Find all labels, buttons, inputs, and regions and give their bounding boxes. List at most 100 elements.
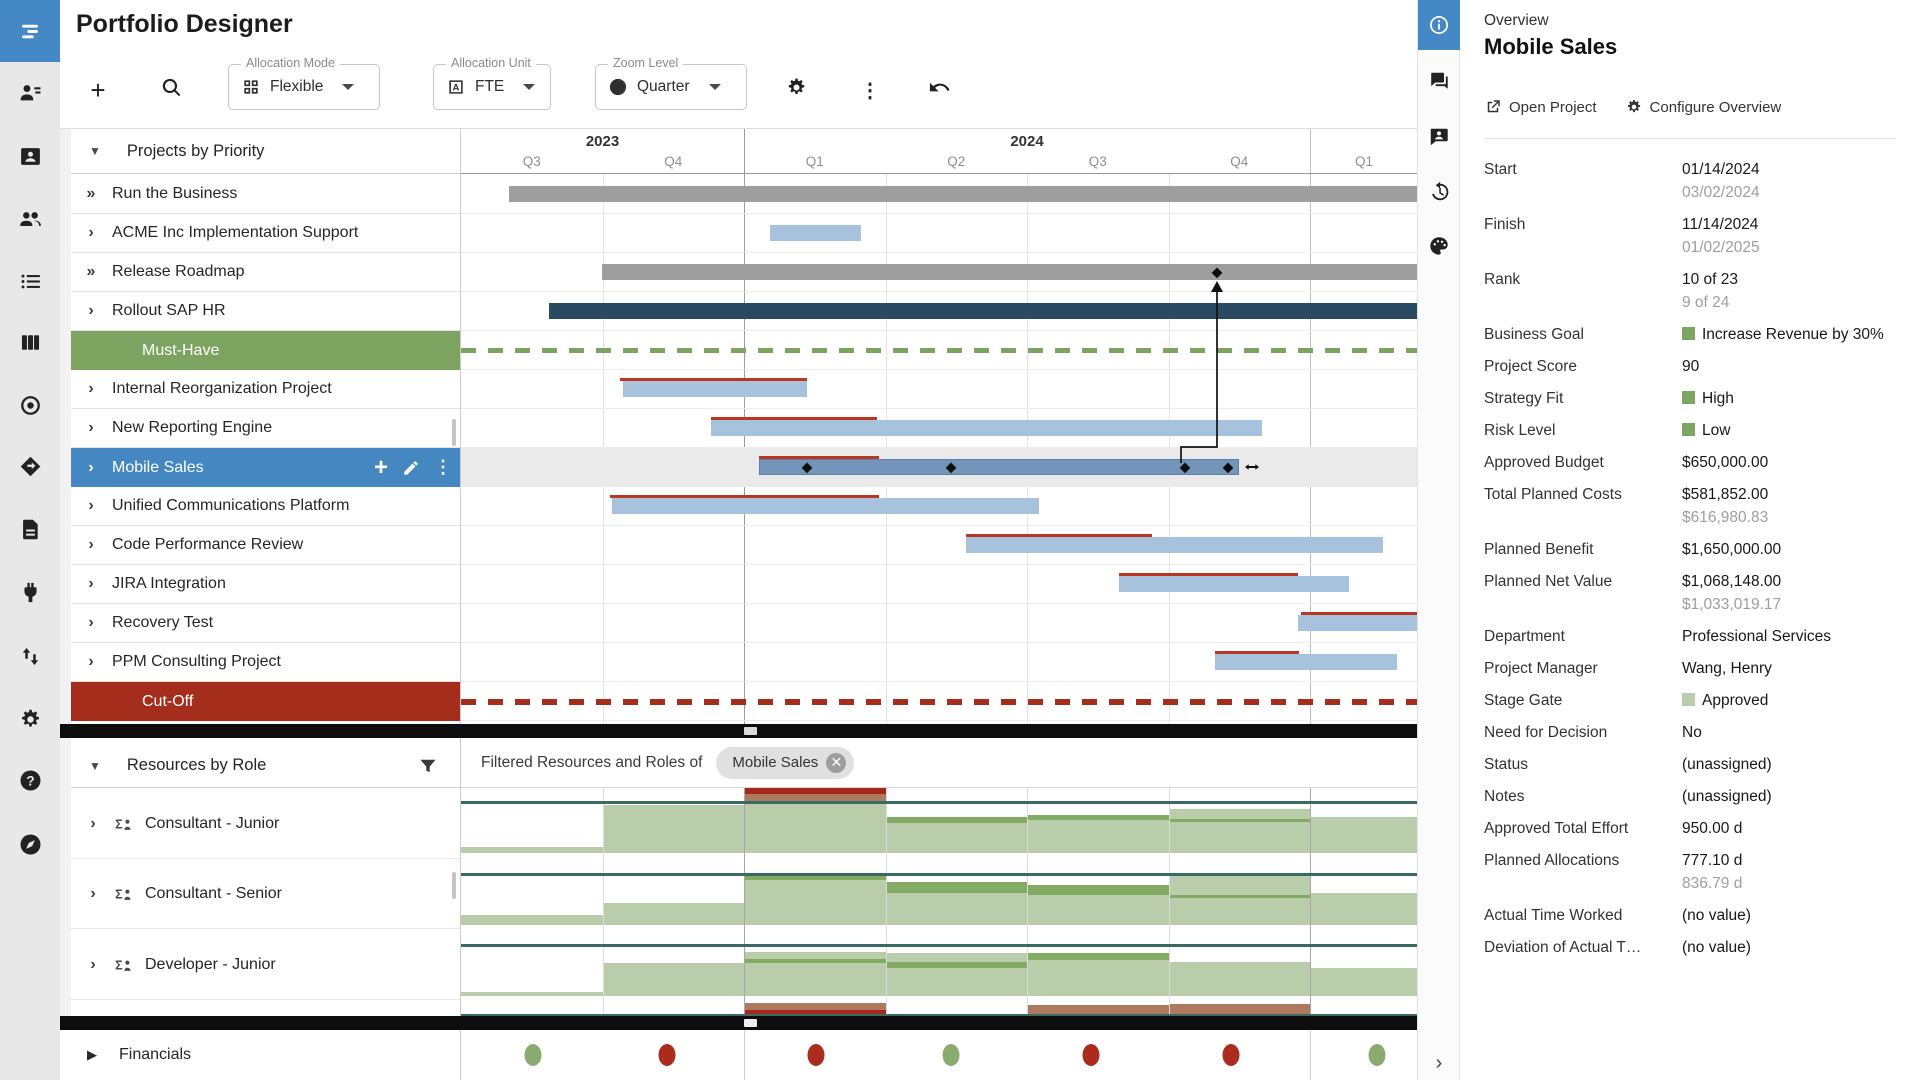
gantt-bar[interactable] (612, 498, 1039, 514)
allocation-segment[interactable] (1310, 968, 1417, 996)
project-row-jira-integration[interactable]: › JIRA Integration (71, 565, 460, 604)
gantt-bar[interactable] (966, 537, 1383, 553)
allocation-segment[interactable] (1168, 819, 1310, 822)
allocation-segment[interactable] (885, 953, 1027, 996)
edit-button[interactable] (402, 459, 420, 477)
allocation-segment[interactable] (744, 873, 886, 880)
filter-chip-mobile-sales[interactable]: Mobile Sales ✕ (716, 746, 855, 779)
project-row-rollout-sap-hr[interactable]: › Rollout SAP HR (71, 292, 460, 331)
detail-tab-history[interactable] (1418, 170, 1460, 214)
allocation-segment[interactable] (744, 959, 886, 963)
project-row-internal-reorganization-project[interactable]: › Internal Reorganization Project (71, 370, 460, 409)
collapse-panel-button[interactable]: › (1435, 1051, 1443, 1074)
allocation-segment[interactable] (744, 880, 886, 925)
detail-tab-palette[interactable] (1418, 224, 1460, 268)
allocation-segment[interactable] (461, 915, 603, 925)
resource-row-developer-junior[interactable]: › Σ Developer - Junior (71, 930, 460, 1000)
allocation-segment[interactable] (1310, 893, 1417, 925)
group-row-cut-off[interactable]: Cut-Off (71, 682, 460, 721)
sidebar-item-badge[interactable] (0, 131, 60, 181)
zoom-level-select[interactable]: Zoom Level Quarter (595, 56, 747, 110)
open-project-button[interactable]: Open Project (1484, 98, 1597, 116)
resource-row-consultant-junior[interactable]: › Σ Consultant - Junior (71, 789, 460, 859)
add-phase-button[interactable]: + (373, 453, 388, 481)
allocation-segment[interactable] (1168, 809, 1310, 853)
gantt-bar[interactable] (759, 459, 1239, 475)
search-button[interactable] (153, 72, 189, 108)
resources-header[interactable]: ▼ Resources by Role (71, 744, 460, 788)
sidebar-item-list[interactable] (0, 256, 60, 306)
detail-tab-chat[interactable] (1418, 59, 1460, 103)
gantt-bar[interactable] (1215, 654, 1397, 670)
settings-button[interactable] (778, 72, 814, 108)
sidebar-item-target[interactable] (0, 380, 60, 430)
allocation-segment[interactable] (744, 794, 886, 801)
detail-tab-info[interactable] (1418, 0, 1460, 50)
allocation-segment[interactable] (602, 963, 744, 996)
allocation-unit-select[interactable]: Allocation Unit A FTE (433, 56, 551, 110)
sidebar-item-help[interactable]: ? (0, 755, 60, 805)
project-row-code-performance-review[interactable]: › Code Performance Review (71, 526, 460, 565)
project-row-unified-communications-platform[interactable]: › Unified Communications Platform (71, 487, 460, 526)
financial-status-dot-green[interactable] (942, 1044, 960, 1066)
allocation-segment[interactable] (885, 893, 1027, 925)
allocation-segment[interactable] (1168, 876, 1310, 925)
allocation-segment[interactable] (602, 805, 744, 853)
allocation-segment[interactable] (1168, 895, 1310, 898)
allocation-segment[interactable] (1027, 815, 1169, 820)
resize-handle-icon[interactable] (1242, 459, 1262, 475)
undo-button[interactable] (921, 72, 957, 108)
allocation-segment[interactable] (744, 1003, 886, 1010)
filter-icon[interactable] (418, 756, 438, 776)
sidebar-item-gear[interactable] (0, 694, 60, 744)
add-button[interactable]: + (90, 75, 106, 105)
allocation-segment[interactable] (885, 823, 1027, 853)
group-row-must-have[interactable]: Must-Have (71, 331, 460, 370)
sidebar-item-compass[interactable] (0, 819, 60, 869)
project-row-release-roadmap[interactable]: » Release Roadmap (71, 253, 460, 292)
allocation-segment[interactable] (602, 903, 744, 925)
sidebar-item-swap-vert[interactable] (0, 631, 60, 681)
projects-vertical-scrollbar[interactable] (452, 419, 456, 446)
gantt-bar[interactable] (1298, 615, 1417, 631)
close-icon[interactable]: ✕ (826, 752, 847, 773)
more-actions-button[interactable]: ⋮ (434, 457, 452, 477)
allocation-segment[interactable] (1168, 1004, 1310, 1014)
financial-status-dot-green[interactable] (1368, 1044, 1386, 1066)
allocation-segment[interactable] (1168, 962, 1310, 996)
resources-vertical-scrollbar[interactable] (452, 872, 456, 899)
allocation-segment[interactable] (885, 962, 1027, 968)
allocation-segment[interactable] (1027, 820, 1169, 853)
project-row-recovery-test[interactable]: › Recovery Test (71, 604, 460, 643)
sidebar-item-plug[interactable] (0, 567, 60, 617)
allocation-segment[interactable] (744, 801, 886, 853)
allocation-segment[interactable] (744, 787, 886, 794)
allocation-segment[interactable] (744, 1010, 886, 1014)
allocation-segment[interactable] (1027, 1005, 1169, 1014)
sidebar-item-document[interactable] (0, 504, 60, 554)
financial-status-dot-red[interactable] (807, 1044, 825, 1066)
gantt-bar[interactable] (509, 186, 1417, 202)
allocation-mode-select[interactable]: Allocation Mode Flexible (228, 56, 380, 110)
allocation-segment[interactable] (1027, 960, 1169, 996)
sidebar-item-people[interactable] (0, 193, 60, 243)
gantt-horizontal-scrollbar[interactable] (60, 724, 1417, 738)
financial-status-dot-red[interactable] (1082, 1044, 1100, 1066)
sidebar-item-assignment-user[interactable] (0, 67, 60, 117)
project-row-ppm-consulting-project[interactable]: › PPM Consulting Project (71, 643, 460, 682)
allocation-segment[interactable] (461, 847, 603, 853)
allocation-segment[interactable] (1027, 953, 1169, 960)
project-row-new-reporting-engine[interactable]: › New Reporting Engine (71, 409, 460, 448)
resource-row-consultant-senior[interactable]: › Σ Consultant - Senior (71, 859, 460, 929)
projects-header[interactable]: ▼ Projects by Priority (71, 129, 460, 174)
financial-status-dot-red[interactable] (658, 1044, 676, 1066)
project-row-run-the-business[interactable]: » Run the Business (71, 175, 460, 214)
gantt-bar[interactable] (623, 381, 807, 397)
configure-overview-button[interactable]: Configure Overview (1625, 98, 1781, 116)
gantt-bar[interactable] (549, 303, 1417, 319)
sidebar-item-logo-menu[interactable] (0, 0, 60, 62)
allocation-segment[interactable] (1027, 885, 1169, 895)
resources-horizontal-scrollbar[interactable] (60, 1016, 1417, 1030)
allocation-segment[interactable] (885, 817, 1027, 823)
more-options-button[interactable]: ⋮ (860, 79, 880, 102)
